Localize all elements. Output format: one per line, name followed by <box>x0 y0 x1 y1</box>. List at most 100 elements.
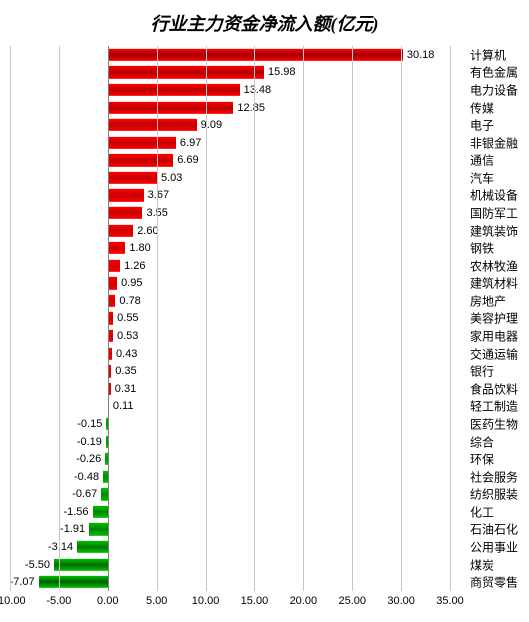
bar <box>108 172 157 184</box>
category-label: 化工 <box>470 503 494 520</box>
category-label: 轻工制造 <box>470 398 518 415</box>
bar <box>54 558 108 570</box>
category-label: 建筑装饰 <box>470 222 518 239</box>
bar-row: 30.18计算机 <box>10 46 450 64</box>
value-label: -1.91 <box>60 523 85 535</box>
value-label: 0.35 <box>115 365 136 377</box>
bar-row: -1.91石油石化 <box>10 521 450 539</box>
value-label: 9.09 <box>201 119 222 131</box>
gridline <box>401 46 402 591</box>
category-label: 医药生物 <box>470 415 518 432</box>
bar-row: -3.14公用事业 <box>10 538 450 556</box>
bar <box>108 101 234 113</box>
value-label: -7.07 <box>10 576 35 588</box>
bar <box>108 224 133 236</box>
category-label: 石油石化 <box>470 521 518 538</box>
category-label: 电子 <box>470 117 494 134</box>
bar <box>108 295 116 307</box>
value-label: 0.11 <box>113 400 134 412</box>
bar <box>108 277 117 289</box>
bar-rows: 30.18计算机15.98有色金属13.48电力设备12.85传媒9.09电子6… <box>10 46 450 591</box>
category-label: 传媒 <box>470 99 494 116</box>
value-label: -5.50 <box>25 559 50 571</box>
value-label: 1.26 <box>124 260 145 272</box>
gridline <box>157 46 158 591</box>
gridline <box>59 46 60 591</box>
bar-row: 0.55美容护理 <box>10 310 450 328</box>
value-label: 0.78 <box>119 295 140 307</box>
x-tick-label: 5.00 <box>146 595 167 607</box>
value-label: 6.69 <box>177 154 198 166</box>
value-label: -3.14 <box>48 541 73 553</box>
category-label: 食品饮料 <box>470 380 518 397</box>
category-label: 计算机 <box>470 46 506 63</box>
bar <box>108 189 144 201</box>
chart-container: 行业主力资金净流入额(亿元) 30.18计算机15.98有色金属13.48电力设… <box>0 0 529 622</box>
category-label: 公用事业 <box>470 539 518 556</box>
gridline <box>450 46 451 591</box>
zero-axis <box>108 46 109 591</box>
value-label: -0.19 <box>77 436 102 448</box>
bar-row: 6.69通信 <box>10 151 450 169</box>
gridline <box>254 46 255 591</box>
bar-row: -7.07商贸零售 <box>10 573 450 591</box>
bar-row: 6.97非银金融 <box>10 134 450 152</box>
x-tick-label: 30.00 <box>387 595 415 607</box>
category-label: 汽车 <box>470 169 494 186</box>
bar <box>108 242 126 254</box>
bar <box>108 84 240 96</box>
x-axis: -10.00-5.000.005.0010.0015.0020.0025.003… <box>10 593 450 617</box>
x-tick-label: 35.00 <box>436 595 464 607</box>
value-label: -0.26 <box>76 453 101 465</box>
bar-row: 5.03汽车 <box>10 169 450 187</box>
value-label: 12.85 <box>237 102 265 114</box>
bar-row: 0.95建筑材料 <box>10 275 450 293</box>
value-label: -0.48 <box>74 471 99 483</box>
bar-row: 1.80钢铁 <box>10 239 450 257</box>
category-label: 综合 <box>470 433 494 450</box>
bar-row: 13.48电力设备 <box>10 81 450 99</box>
gridline <box>10 46 11 591</box>
category-label: 非银金融 <box>470 134 518 151</box>
category-label: 钢铁 <box>470 240 494 257</box>
value-label: 30.18 <box>407 49 435 61</box>
bar <box>77 541 108 553</box>
bar <box>89 523 108 535</box>
bar-row: -0.15医药生物 <box>10 415 450 433</box>
value-label: -0.15 <box>77 418 102 430</box>
bar-row: 1.26农林牧渔 <box>10 257 450 275</box>
value-label: 5.03 <box>161 172 182 184</box>
category-label: 纺织服装 <box>470 486 518 503</box>
gridline <box>352 46 353 591</box>
value-label: 15.98 <box>268 66 296 78</box>
x-tick-label: 15.00 <box>241 595 269 607</box>
bar-row: 9.09电子 <box>10 116 450 134</box>
category-label: 交通运输 <box>470 345 518 362</box>
bar <box>108 207 143 219</box>
bar-row: 0.31食品饮料 <box>10 380 450 398</box>
category-label: 机械设备 <box>470 187 518 204</box>
bar <box>93 506 108 518</box>
bar-row: -5.50煤炭 <box>10 556 450 574</box>
bar-row: 12.85传媒 <box>10 99 450 117</box>
value-label: 0.43 <box>116 348 137 360</box>
bar-row: 3.55国防军工 <box>10 204 450 222</box>
value-label: 6.97 <box>180 137 201 149</box>
value-label: 0.31 <box>115 383 136 395</box>
bar-row: 0.43交通运输 <box>10 345 450 363</box>
bar <box>108 137 176 149</box>
bar <box>39 576 108 588</box>
bar-row: 0.53家用电器 <box>10 327 450 345</box>
x-tick-label: 0.00 <box>97 595 118 607</box>
bar-row: -0.26环保 <box>10 450 450 468</box>
plot-area: 30.18计算机15.98有色金属13.48电力设备12.85传媒9.09电子6… <box>10 46 450 591</box>
category-label: 有色金属 <box>470 64 518 81</box>
value-label: 2.60 <box>137 225 158 237</box>
bar-row: -0.19综合 <box>10 433 450 451</box>
category-label: 煤炭 <box>470 556 494 573</box>
value-label: 1.80 <box>129 242 150 254</box>
bar-row: -1.56化工 <box>10 503 450 521</box>
bar-row: 15.98有色金属 <box>10 64 450 82</box>
x-tick-label: -10.00 <box>0 595 26 607</box>
bar-row: -0.48社会服务 <box>10 468 450 486</box>
